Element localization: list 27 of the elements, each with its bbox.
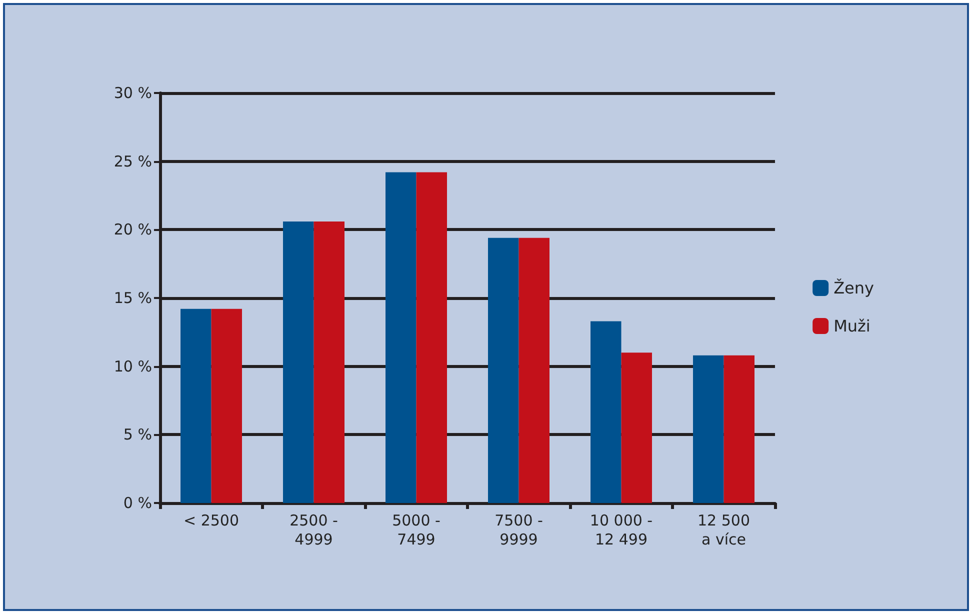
y-tick-label: 10 %: [114, 357, 152, 376]
y-tick-label: 15 %: [114, 289, 152, 307]
y-tick-label: 20 %: [114, 220, 152, 239]
x-tick-label: < 2500: [183, 512, 240, 530]
bar: [621, 352, 652, 503]
x-tick-label: 12 500 a více: [698, 512, 750, 548]
bar: [283, 221, 314, 503]
y-tick-label: 5 %: [123, 426, 152, 444]
bar: [693, 355, 724, 503]
bar: [211, 308, 242, 503]
bar: [416, 172, 447, 503]
bar: [180, 308, 212, 503]
y-tick-label: 25 %: [114, 152, 152, 170]
x-tick-label: 5000 - 7499: [392, 512, 440, 548]
bar: [590, 321, 622, 503]
legend-label: Muži: [834, 316, 870, 336]
y-tick-label: 0 %: [123, 494, 152, 512]
bar: [518, 238, 550, 503]
bar: [724, 355, 754, 503]
legend-label: Ženy: [834, 278, 874, 298]
y-tick-label: 30 %: [114, 84, 152, 102]
x-tick-label: 7500 - 9999: [494, 512, 543, 548]
bar: [386, 172, 416, 503]
x-tick-label: 2500 - 4999: [290, 512, 338, 548]
bar: [314, 221, 344, 503]
bar: [488, 238, 519, 503]
x-tick-label: 10 000 - 12 499: [590, 512, 653, 548]
